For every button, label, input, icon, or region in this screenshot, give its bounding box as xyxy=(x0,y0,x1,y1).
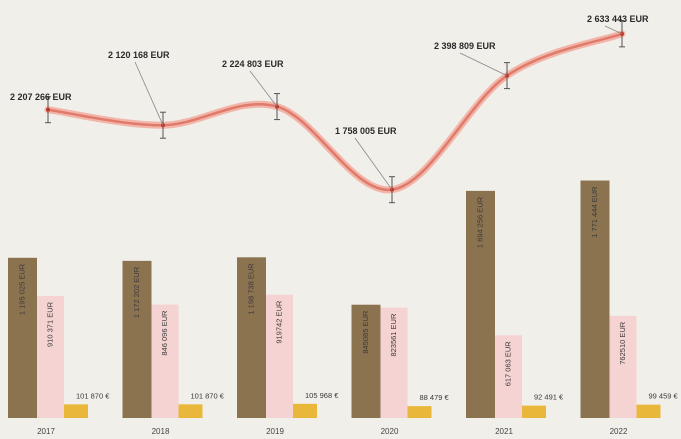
bar-label-2-2020: 823561 EUR xyxy=(389,313,398,357)
line-data-label-2017: 2 207 266 EUR xyxy=(10,92,72,102)
bar-1-2017 xyxy=(8,257,37,418)
line-data-label-2018: 2 120 168 EUR xyxy=(108,50,170,60)
bar-label-3-2020: 88 479 € xyxy=(420,393,450,402)
line-data-label-2021: 2 398 809 EUR xyxy=(434,41,496,51)
bar-3-2020 xyxy=(407,406,432,418)
bar-2-2021 xyxy=(495,335,522,418)
bar-label-3-2021: 92 491 € xyxy=(534,393,564,402)
bar-1-2020 xyxy=(351,304,381,418)
bar-2-2017 xyxy=(37,295,64,418)
leader-line-2021 xyxy=(459,52,508,76)
bar-label-1-2018: 1 172 202 EUR xyxy=(132,266,141,318)
line-point-2017 xyxy=(46,107,50,112)
bar-label-1-2020: 845085 EUR xyxy=(361,310,370,354)
bar-2-2020 xyxy=(380,307,408,418)
year-label-2021: 2021 xyxy=(495,427,513,436)
leader-line-2022 xyxy=(604,25,623,35)
year-label-2018: 2018 xyxy=(152,427,170,436)
bar-label-2-2019: 919742 EUR xyxy=(274,300,283,344)
bar-3-2022 xyxy=(636,404,661,418)
line-data-label-2019: 2 224 803 EUR xyxy=(222,59,284,69)
bar-2-2018 xyxy=(151,304,179,418)
revenue-line-chart: 2 207 266 EUR 2 120 168 EUR 2 224 803 EUR 1… xyxy=(10,14,649,204)
bar-3-2019 xyxy=(293,403,317,418)
bar-2-2019 xyxy=(266,294,293,418)
bar-label-2-2017: 910 371 EUR xyxy=(45,301,54,347)
leader-line-2020 xyxy=(354,137,393,190)
year-label-2019: 2019 xyxy=(266,427,284,436)
bar-label-3-2022: 99 459 € xyxy=(649,392,679,401)
bar-label-3-2019: 105 968 € xyxy=(305,391,339,400)
revenue-bar-chart: 1 195 025 EUR 910 371 EUR 101 870 € 2017 1 1… xyxy=(8,180,679,436)
year-label-2017: 2017 xyxy=(37,427,55,436)
line-data-label-2022: 2 633 443 EUR xyxy=(587,14,649,24)
bar-label-2-2022: 762510 EUR xyxy=(618,321,627,365)
bar-label-3-2018: 101 870 € xyxy=(191,391,225,400)
year-label-2020: 2020 xyxy=(381,427,399,436)
bar-1-2019 xyxy=(237,257,266,418)
bar-2-2022 xyxy=(609,315,637,418)
year-label-2022: 2022 xyxy=(610,427,628,436)
bar-1-2021 xyxy=(466,190,495,418)
bar-3-2017 xyxy=(64,404,88,418)
leader-line-2018 xyxy=(134,61,164,126)
bar-label-3-2017: 101 870 € xyxy=(76,391,110,400)
bar-label-2-2021: 617 063 EUR xyxy=(503,341,512,387)
bar-label-1-2021: 1 694 256 EUR xyxy=(475,196,484,248)
bar-3-2021 xyxy=(522,405,546,418)
bar-label-1-2022: 1 771 444 EUR xyxy=(590,186,599,238)
bar-1-2018 xyxy=(122,260,152,418)
bar-label-1-2019: 1 198 738 EUR xyxy=(246,263,255,315)
bar-label-2-2018: 846 096 EUR xyxy=(160,310,169,356)
bar-label-1-2017: 1 195 025 EUR xyxy=(17,263,26,315)
bar-3-2018 xyxy=(178,404,203,418)
line-data-label-2020: 1 758 005 EUR xyxy=(335,126,397,136)
bar-1-2022 xyxy=(580,180,610,418)
leader-line-2019 xyxy=(249,70,278,107)
